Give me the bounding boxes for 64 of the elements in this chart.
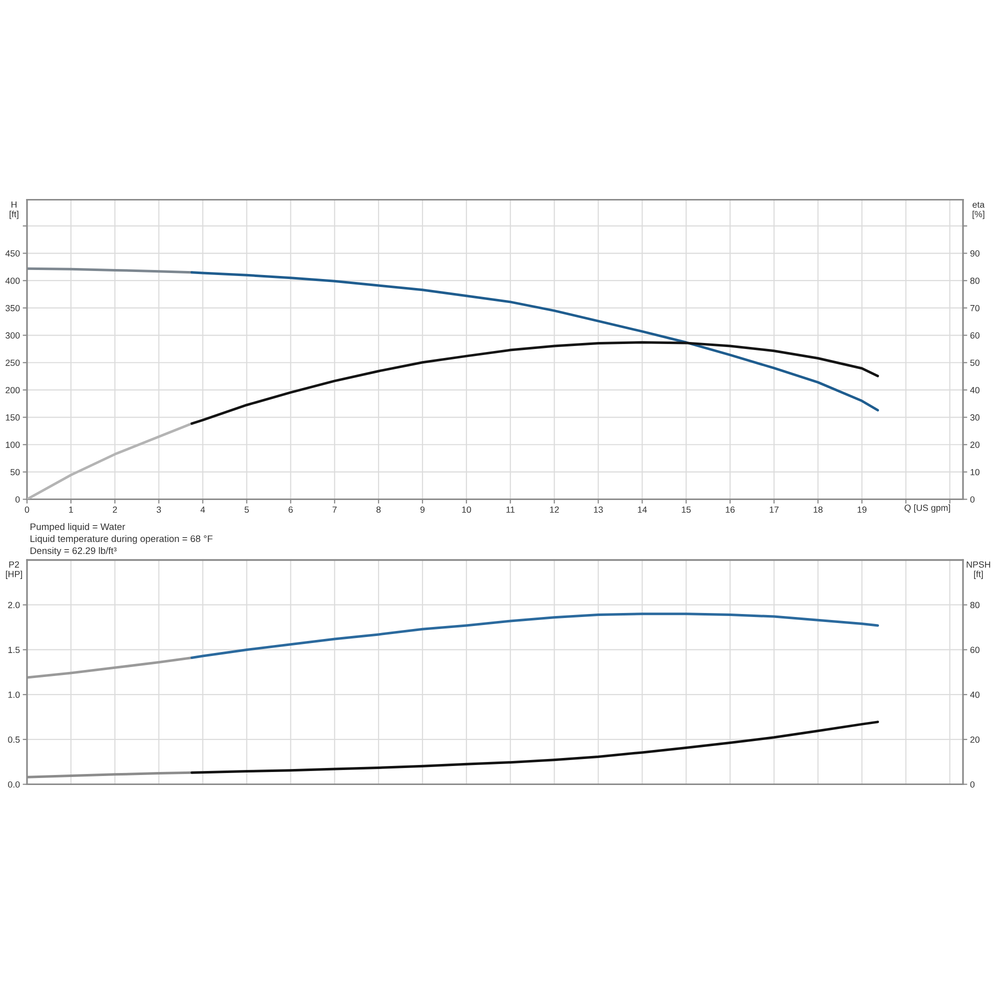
text: Liquid temperature during operation = 68 °F bbox=[30, 535, 213, 544]
x-tick-label: 15 bbox=[682, 506, 691, 513]
y2-tick-label: 30 bbox=[970, 414, 980, 421]
x-tick-label: 19 bbox=[858, 506, 866, 513]
y2-tick-label: 0 bbox=[970, 496, 975, 503]
y2-tick-label: 40 bbox=[970, 386, 980, 394]
x-tick-label: 9 bbox=[420, 506, 425, 513]
y-axis-title: H [ft] bbox=[10, 202, 18, 220]
y-tick-label: 0 bbox=[15, 496, 20, 503]
x-tick-label: 16 bbox=[726, 506, 735, 513]
y2-axis-title: NPSH [ft] bbox=[966, 561, 990, 579]
y-axis-title: P2 [HP] bbox=[6, 561, 22, 579]
y2-tick-label: 40 bbox=[970, 692, 980, 698]
y2-tick-label: 80 bbox=[970, 602, 980, 608]
text: Pumped liquid = Water bbox=[30, 523, 126, 532]
y2-tick-label: 90 bbox=[970, 250, 980, 257]
y-tick-label: 1.0 bbox=[8, 692, 20, 698]
y-tick-label: 50 bbox=[10, 468, 20, 476]
y-tick-label: 450 bbox=[5, 250, 20, 257]
y-tick-label: 0.5 bbox=[8, 736, 20, 743]
y2-tick-label: 20 bbox=[970, 736, 980, 743]
x-tick-label: 4 bbox=[200, 506, 205, 513]
x-tick-label: 11 bbox=[506, 506, 515, 513]
x-tick-label: 5 bbox=[244, 506, 249, 513]
y-tick-label: 250 bbox=[6, 360, 20, 366]
x-tick-label: 1 bbox=[69, 506, 73, 513]
y-tick-label: 0.0 bbox=[8, 781, 20, 788]
text: Density = 62.29 lb/ft³ bbox=[30, 547, 117, 556]
y-tick-label: 350 bbox=[6, 304, 20, 312]
x-tick-label: 8 bbox=[376, 506, 381, 513]
x-tick-label: 3 bbox=[156, 506, 161, 513]
x-tick-label: 14 bbox=[638, 506, 647, 513]
x-tick-label: 10 bbox=[462, 506, 472, 513]
y-tick-label: 2.0 bbox=[8, 602, 20, 608]
y-tick-label: 300 bbox=[6, 332, 20, 339]
y-tick-label: 150 bbox=[6, 414, 20, 421]
y-tick-label: 200 bbox=[6, 386, 20, 394]
x-tick-label: 6 bbox=[288, 506, 293, 513]
y2-tick-label: 10 bbox=[970, 468, 980, 476]
y-tick-label: 1.5 bbox=[8, 646, 20, 654]
y2-tick-label: 60 bbox=[970, 646, 980, 654]
y2-tick-label: 80 bbox=[970, 278, 980, 284]
line-series bbox=[190, 341, 879, 425]
x-tick-label: 2 bbox=[112, 506, 117, 513]
y2-tick-label: 70 bbox=[970, 304, 980, 312]
y-tick-label: 400 bbox=[5, 278, 20, 284]
line-series bbox=[190, 720, 879, 774]
line-series bbox=[190, 612, 879, 660]
y2-axis-title: eta [%] bbox=[972, 202, 985, 220]
x-tick-label: 7 bbox=[332, 506, 337, 513]
y-tick-label: 100 bbox=[6, 442, 20, 448]
y2-tick-label: 0 bbox=[970, 781, 975, 788]
x-tick-label: 18 bbox=[814, 506, 823, 513]
line-series bbox=[27, 422, 194, 500]
x-tick-label: 12 bbox=[550, 506, 559, 513]
x-tick-label: 0 bbox=[24, 506, 30, 513]
x-axis-title: Q [US gpm] bbox=[904, 504, 950, 513]
line-series bbox=[190, 271, 879, 412]
line-series bbox=[27, 656, 194, 679]
x-tick-label: 17 bbox=[770, 506, 779, 513]
y2-tick-label: 50 bbox=[970, 360, 980, 366]
y2-tick-label: 60 bbox=[970, 332, 980, 339]
y2-tick-label: 20 bbox=[970, 442, 980, 448]
x-tick-label: 13 bbox=[594, 506, 603, 513]
